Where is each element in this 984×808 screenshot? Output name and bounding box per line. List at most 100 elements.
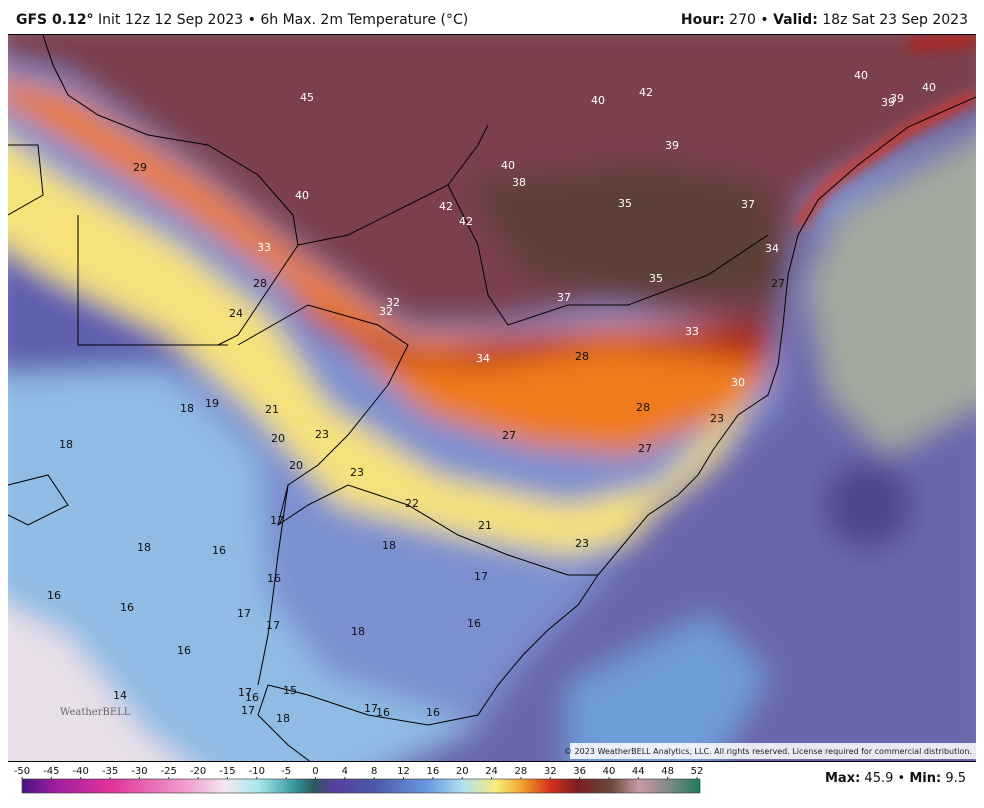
temp-label: 42 [459,215,473,228]
boundaries [8,35,976,761]
temp-label: 15 [283,684,297,697]
temp-label: 21 [478,519,492,532]
colorbar-tick-label: 12 [397,766,410,777]
temp-label: 17 [266,619,280,632]
hour-label: Hour: [680,12,725,28]
temp-label: 17 [270,514,284,527]
description: Init 12z 12 Sep 2023 • 6h Max. 2m Temper… [98,12,469,28]
max-label: Max: [824,771,861,786]
colorbar-tick-label: 28 [515,766,528,777]
temp-label: 40 [591,94,605,107]
colorbar-tick-label: -10 [249,766,265,777]
temp-label: 14 [113,689,127,702]
header-left: GFS 0.12° Init 12z 12 Sep 2023 • 6h Max.… [16,12,468,28]
temp-label: 16 [467,617,481,630]
temp-label: 39 [890,92,904,105]
temp-label: 17 [241,704,255,717]
temp-label: 34 [476,352,490,365]
temp-label: 16 [376,706,390,719]
temp-label: 23 [350,466,364,479]
temp-label: 16 [267,572,281,585]
colorbar-tick-label: -35 [102,766,118,777]
temp-label: 27 [771,277,785,290]
colorbar-tick-label: 8 [371,766,377,777]
temp-label: 45 [300,91,314,104]
colorbar-tick-label: -45 [43,766,59,777]
temp-label: 17 [237,607,251,620]
colorbar-tick-label: 40 [603,766,616,777]
temperature-field [8,35,976,761]
temp-label: 42 [439,200,453,213]
min: 9.5 [945,771,966,786]
temp-label: 20 [271,432,285,445]
temp-label: 23 [315,428,329,441]
temp-label: 38 [512,176,526,189]
temp-label: 16 [426,706,440,719]
max: 45.9 • [864,771,906,786]
valid: 18z Sat 23 Sep 2023 [822,12,968,28]
temp-label: 23 [575,537,589,550]
temp-label: 16 [245,691,259,704]
colorbar-ticks: -50 -45 -40 -35 -30 -25 -20 -15 -10 -5 0 4 8 12 16 20 24… [14,766,703,779]
temp-label: 35 [618,197,632,210]
temp-label: 27 [638,442,652,455]
temp-label: 35 [649,272,663,285]
temp-label: 33 [257,241,271,254]
copyright: © 2023 WeatherBELL Analytics, LLC. All r… [564,747,972,756]
extremes: Max: 45.9 • Min: 9.5 [825,771,966,786]
colorbar-tick-label: 44 [632,766,645,777]
temp-label: 37 [557,291,571,304]
temp-label: 17 [474,570,488,583]
temp-label: 39 [665,139,679,152]
colorbar-tick-label: 16 [427,766,440,777]
temp-label: 18 [59,438,73,451]
colorbar-tick-label: 0 [312,766,318,777]
colorbar-tick-label: 20 [456,766,469,777]
model: GFS 0.12° [16,12,94,28]
temp-label: 30 [731,376,745,389]
colorbar-tick-label: -30 [131,766,147,777]
logo: WeatherBELL [60,707,131,718]
temp-label: 29 [133,161,147,174]
temp-label: 18 [351,625,365,638]
header-right: Hour: 270 • Valid: 18z Sat 23 Sep 2023 [681,12,968,28]
colorbar-tick-label: -15 [219,766,235,777]
temp-label: 39 [881,96,895,109]
valid-label: Valid: [773,12,818,28]
temp-label: 21 [265,403,279,416]
temp-label: 22 [405,497,419,510]
min-label: Min: [909,771,942,786]
temp-label: 19 [205,397,219,410]
temp-label: 18 [276,712,290,725]
temp-label: 18 [382,539,396,552]
colorbar-tick-label: -40 [73,766,89,777]
temp-label: 34 [765,242,779,255]
hour: 270 • [729,12,769,28]
temp-label: 16 [212,544,226,557]
colorbar-tick-label: -5 [281,766,291,777]
temp-label: 40 [295,189,309,202]
copyright-bg [570,743,976,759]
colorbar-tick-label: 32 [544,766,557,777]
colorbar-tick-label: 36 [573,766,586,777]
temp-label: 18 [180,402,194,415]
temp-label: 32 [379,305,393,318]
temp-label: 16 [120,601,134,614]
colorbar: -50 -45 -40 -35 -30 -25 -20 -15 -10 -5 0 4 8 12 16 20 24… [14,766,703,794]
colorbar-tick-label: -25 [161,766,177,777]
temp-label: 24 [229,307,243,320]
temp-label: 32 [386,296,400,309]
colorbar-tick-label: 48 [661,766,674,777]
temp-label: 40 [922,81,936,94]
temp-label: 33 [685,325,699,338]
colorbar-ramp [21,778,701,794]
temp-label: 17 [364,702,378,715]
temp-label: 27 [502,429,516,442]
temp-label: 17 [238,686,252,699]
colorbar-tick-label: 4 [342,766,348,777]
colorbar-tick-label: -50 [14,766,30,777]
temp-label: 16 [47,589,61,602]
